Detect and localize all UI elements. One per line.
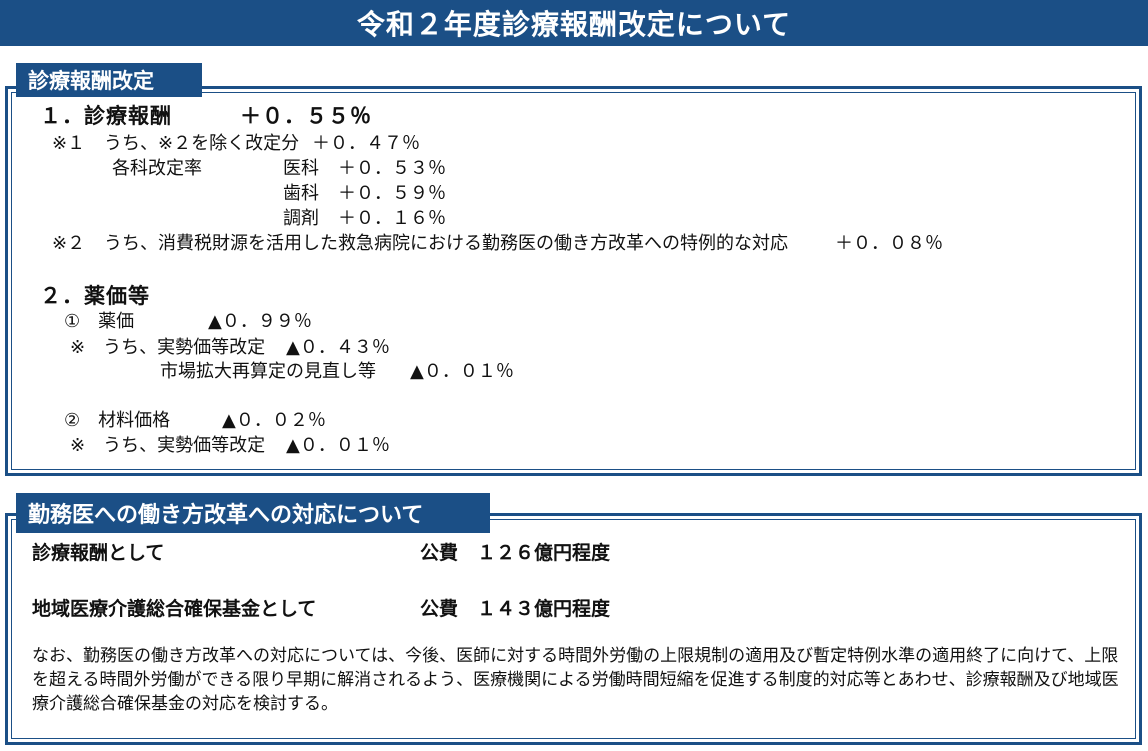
row2-label: 地域医療介護総合確保基金として <box>32 598 317 620</box>
note-paragraph: なお、勤務医の働き方改革への対応については、今後、医師に対する時間外労働の上限規… <box>32 646 1119 714</box>
row1-label: 診療報酬として <box>32 542 165 564</box>
rate-value: ＋０．５３％ <box>338 158 446 179</box>
item1-label: １．診療報酬 <box>40 104 172 128</box>
drug-note-text: ※ うち、実勢価等改定 <box>70 337 266 358</box>
drug-value: ▲０．９９％ <box>208 311 312 332</box>
drug-label: ① 薬価 <box>64 311 135 332</box>
fee-revision-box <box>5 86 1142 476</box>
rates-label: 各科改定率 <box>112 158 202 179</box>
material-note-text: ※ うち、実勢価等改定 <box>70 435 266 456</box>
rate-dept: 歯科 <box>283 183 319 204</box>
rate-value: ＋０．１６％ <box>338 208 446 229</box>
rate-value: ＋０．５９％ <box>338 183 446 204</box>
drug-note2-text: 市場拡大再算定の見直し等 <box>160 361 376 382</box>
rate-dept: 医科 <box>283 158 319 179</box>
row1-value: 公費 １２６億円程度 <box>420 542 611 564</box>
work-reform-box <box>5 513 1142 745</box>
note1-text: うち、※２を除く改定分 <box>104 133 300 154</box>
item1-value: ＋０．５５％ <box>240 104 372 128</box>
note2-text: うち、消費税財源を活用した救急病院における勤務医の働き方改革への特例的な対応 <box>104 233 788 254</box>
drug-note2-value: ▲０．０１％ <box>410 361 514 382</box>
section-tab-work-reform: 勤務医への働き方改革への対応について <box>16 493 490 533</box>
material-note-value: ▲０．０１％ <box>286 435 390 456</box>
section-tab-fee-revision: 診療報酬改定 <box>16 63 202 97</box>
note1-prefix: ※１ <box>52 133 86 154</box>
note1-value: ＋０．４７％ <box>312 133 420 154</box>
row2-value: 公費 １４３億円程度 <box>420 598 611 620</box>
item2-label: ２．薬価等 <box>40 284 150 308</box>
rate-dept: 調剤 <box>283 208 319 229</box>
material-value: ▲０．０２％ <box>222 410 326 431</box>
note2-prefix: ※２ <box>52 233 86 254</box>
drug-note-value: ▲０．４３％ <box>286 337 390 358</box>
page-title: 令和２年度診療報酬改定について <box>0 0 1148 46</box>
note2-value: ＋０．０８％ <box>835 233 943 254</box>
material-label: ② 材料価格 <box>64 410 171 431</box>
